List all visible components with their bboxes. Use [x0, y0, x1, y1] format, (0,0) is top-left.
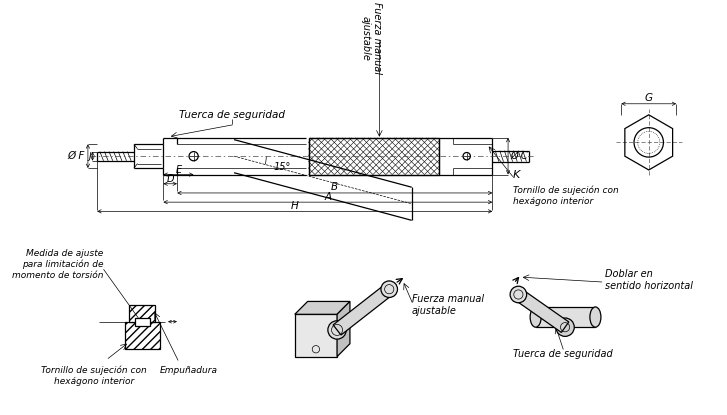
Text: Fuerza manual
ajustable: Fuerza manual ajustable: [411, 294, 483, 316]
Text: D: D: [166, 174, 174, 184]
Text: J: J: [88, 151, 91, 161]
Text: Empuñadura: Empuñadura: [160, 366, 218, 375]
Text: Tuerca de seguridad: Tuerca de seguridad: [180, 110, 285, 120]
Polygon shape: [333, 284, 393, 335]
Circle shape: [381, 281, 398, 298]
Text: E: E: [175, 165, 182, 175]
Text: 15°: 15°: [273, 162, 291, 172]
Polygon shape: [337, 301, 350, 356]
Text: Medida de ajuste
para limitación de
momento de torsión: Medida de ajuste para limitación de mome…: [12, 249, 103, 280]
Text: Tornillo de sujeción con
hexágono interior: Tornillo de sujeción con hexágono interi…: [41, 366, 147, 386]
Polygon shape: [294, 301, 350, 314]
Text: Ø F: Ø F: [68, 151, 85, 161]
Polygon shape: [515, 289, 569, 332]
Bar: [134, 317, 150, 326]
Bar: [308, 138, 439, 175]
Ellipse shape: [590, 307, 601, 327]
Text: Tuerca de seguridad: Tuerca de seguridad: [513, 349, 613, 359]
Bar: [294, 314, 337, 356]
Text: Tornillo de sujeción con
hexágono interior: Tornillo de sujeción con hexágono interi…: [513, 186, 619, 205]
Circle shape: [556, 318, 574, 337]
Bar: [536, 307, 595, 327]
Bar: [124, 322, 160, 349]
Text: A: A: [324, 192, 332, 202]
Ellipse shape: [530, 307, 541, 327]
Text: H: H: [291, 201, 299, 211]
Text: B: B: [332, 183, 338, 193]
Bar: [129, 305, 155, 322]
Text: Fuerza manual
ajustable: Fuerza manual ajustable: [361, 2, 382, 75]
Text: G: G: [645, 93, 653, 103]
Text: Ø C: Ø C: [511, 151, 529, 161]
Circle shape: [328, 321, 346, 339]
Text: Doblar en
sentido horizontal: Doblar en sentido horizontal: [605, 269, 693, 291]
Circle shape: [510, 286, 526, 303]
Text: K: K: [513, 170, 520, 180]
Bar: [308, 138, 439, 175]
